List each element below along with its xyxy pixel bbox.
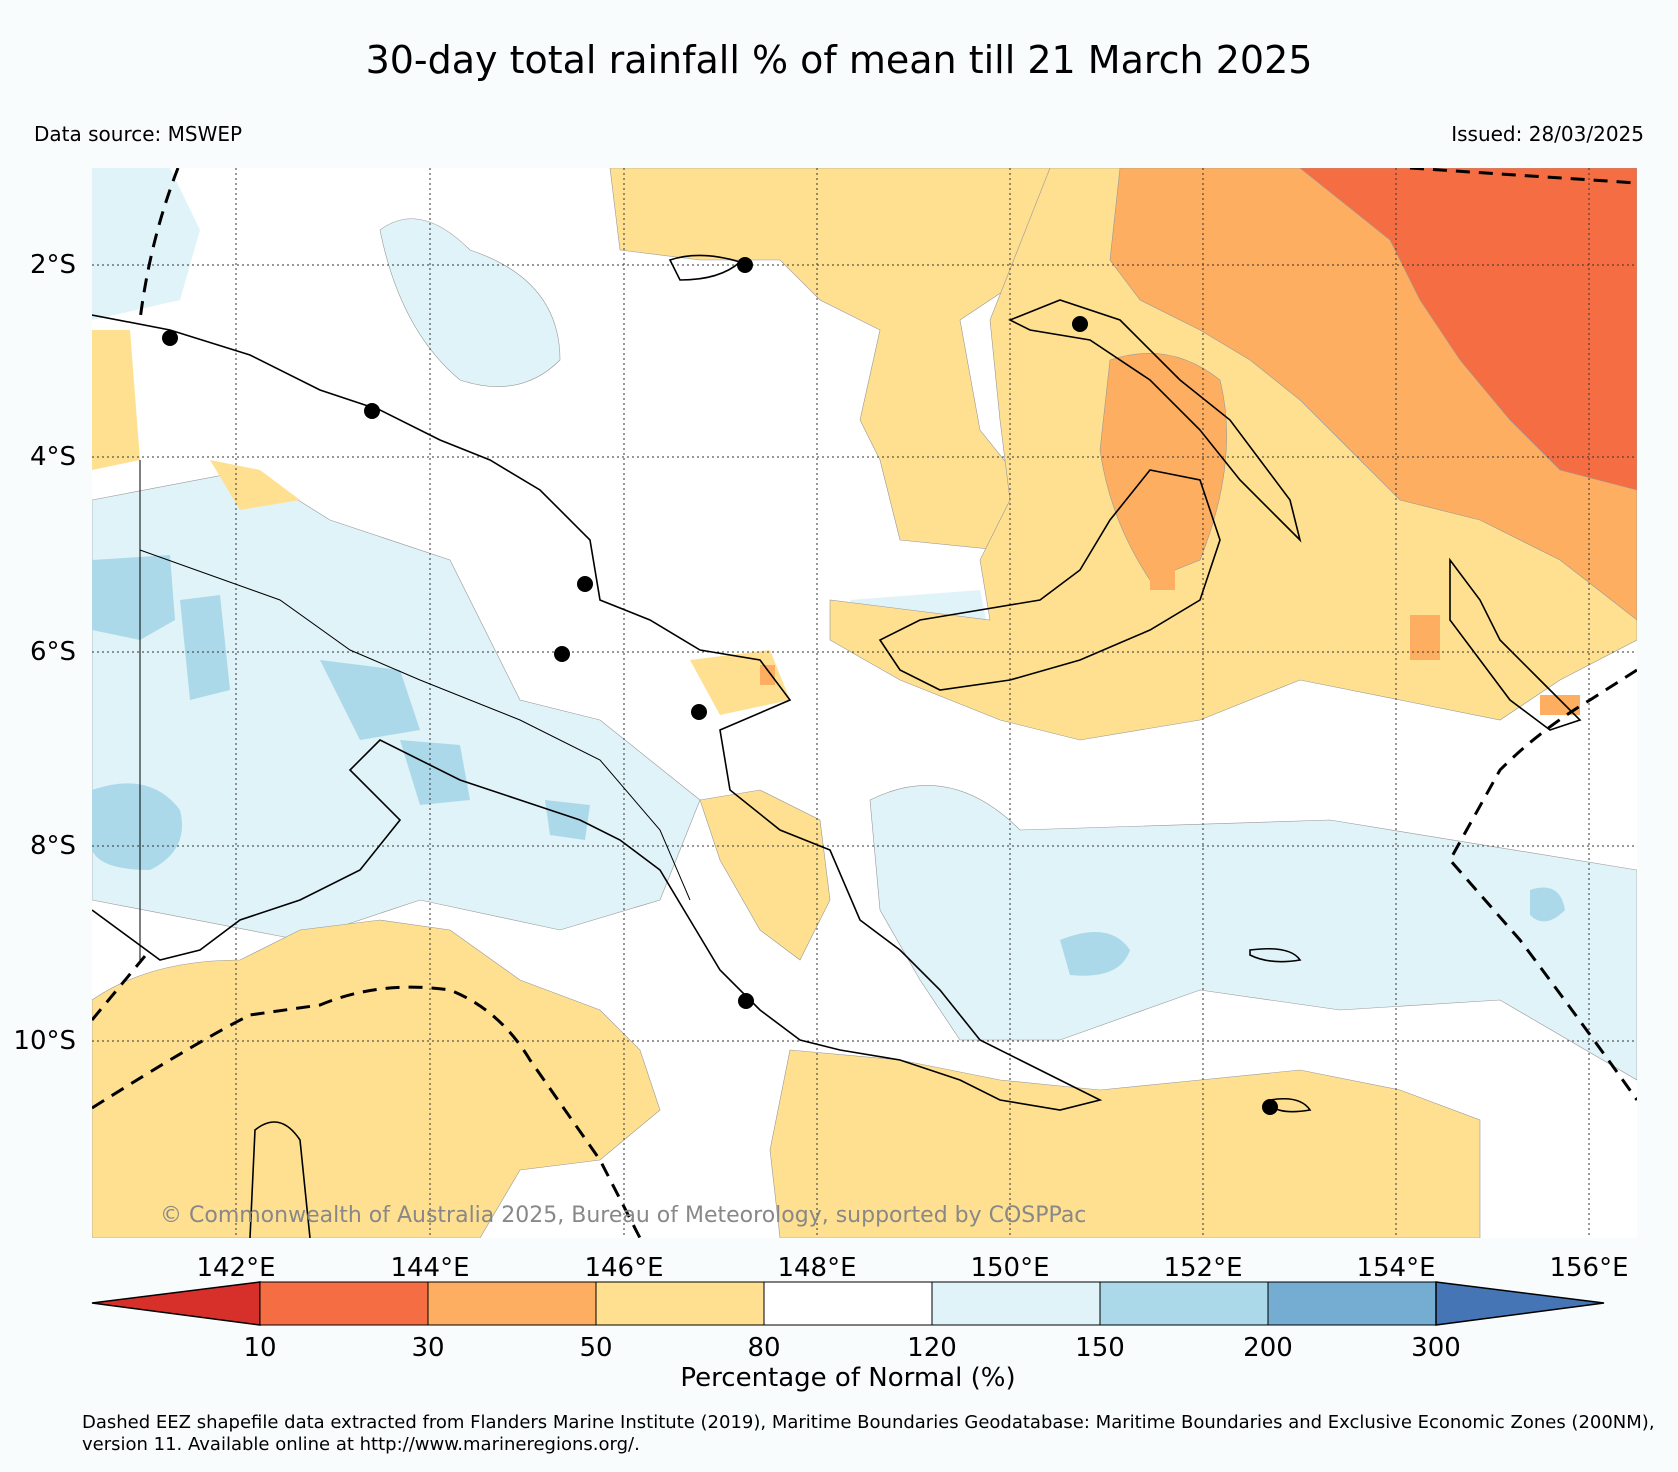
field-150-200-h (1530, 887, 1565, 922)
field-150-200-a (92, 555, 175, 640)
lat-labels: 2°S 4°S 6°S 8°S 10°S (13, 250, 76, 1056)
lon-label: 154°E (1356, 1253, 1435, 1283)
colorbar-tick: 200 (1243, 1333, 1293, 1363)
field-50-80-owenstanley (699, 789, 831, 961)
lat-label: 2°S (30, 250, 76, 280)
field-150-200-d (320, 660, 420, 740)
map-title: 30-day total rainfall % of mean till 21 … (365, 38, 1313, 82)
field-150-200-g (1060, 932, 1130, 976)
station-port-moresby (738, 993, 754, 1009)
station-lae (691, 704, 707, 720)
colorbar-tick: 120 (907, 1333, 957, 1363)
station-goroka (554, 646, 570, 662)
station-markers (162, 257, 1278, 1115)
colorbar-tick: 30 (411, 1333, 444, 1363)
colorbar-segment (1099, 1281, 1269, 1326)
lon-label: 150°E (970, 1253, 1049, 1283)
colorbar-segment (427, 1281, 597, 1326)
lon-label: 148°E (777, 1253, 856, 1283)
field-30-50-blob1 (760, 665, 775, 685)
field-10-30-northeast (1299, 168, 1637, 491)
eez-boundaries (92, 168, 1637, 1238)
colorbar-tick: 300 (1411, 1333, 1461, 1363)
station-kavieng (1072, 316, 1088, 332)
station-wewak (364, 403, 380, 419)
field-150-200-c (180, 595, 230, 700)
colorbar-extend-high (1435, 1281, 1605, 1326)
lon-label: 156°E (1549, 1253, 1628, 1283)
lat-label: 8°S (30, 831, 76, 861)
colorbar-segment (931, 1281, 1101, 1326)
station-misima (1262, 1099, 1278, 1115)
field-150-200-f (545, 800, 590, 840)
coastlines (92, 254, 1582, 1238)
colorbar: 10 30 50 80 120 150 200 300 Percentage o… (91, 1281, 1605, 1393)
station-vanimo (162, 330, 178, 346)
colorbar-segment (595, 1281, 765, 1326)
field-150-200-e (400, 740, 470, 805)
lon-label: 142°E (196, 1253, 275, 1283)
station-madang (577, 576, 593, 592)
lat-label: 6°S (30, 637, 76, 667)
field-150-200-b (92, 783, 182, 870)
field-120-150-east (869, 785, 1637, 1081)
colorbar-extend-low (91, 1281, 261, 1326)
field-50-80-west (92, 330, 140, 470)
colorbar-tick: 10 (243, 1333, 276, 1363)
colorbar-tick: 150 (1075, 1333, 1125, 1363)
field-50-80-southeast (769, 1049, 1481, 1238)
field-50-80-sepik (210, 460, 300, 510)
colorbar-segment (763, 1281, 933, 1326)
colorbar-label: Percentage of Normal (%) (680, 1363, 1015, 1393)
field-30-50-newbritain (1099, 353, 1227, 581)
lon-label: 146°E (584, 1253, 663, 1283)
colorbar-tick: 80 (747, 1333, 780, 1363)
issued-date-label: Issued: 28/03/2025 (1451, 122, 1644, 146)
lon-label: 144°E (390, 1253, 469, 1283)
copyright-text: © Commonwealth of Australia 2025, Bureau… (160, 1203, 1086, 1228)
footer-note: Dashed EEZ shapefile data extracted from… (82, 1412, 1655, 1455)
colorbar-segment (1267, 1281, 1437, 1326)
colorbar-tick: 50 (579, 1333, 612, 1363)
field-120-150-nw (92, 168, 200, 320)
field-30-50-blob3 (1410, 615, 1440, 660)
lon-labels: 142°E 144°E 146°E 148°E 150°E 152°E 154°… (196, 1253, 1628, 1283)
colorbar-segment (259, 1281, 429, 1326)
field-30-50-blob4 (1540, 695, 1580, 715)
field-30-50-blob2 (1150, 570, 1175, 590)
data-source-label: Data source: MSWEP (34, 122, 243, 146)
lon-label: 152°E (1163, 1253, 1242, 1283)
field-120-150-north (379, 218, 561, 387)
gridlines (92, 168, 1637, 1238)
lat-label: 10°S (13, 1026, 76, 1056)
station-manus (737, 257, 753, 273)
lat-label: 4°S (30, 442, 76, 472)
